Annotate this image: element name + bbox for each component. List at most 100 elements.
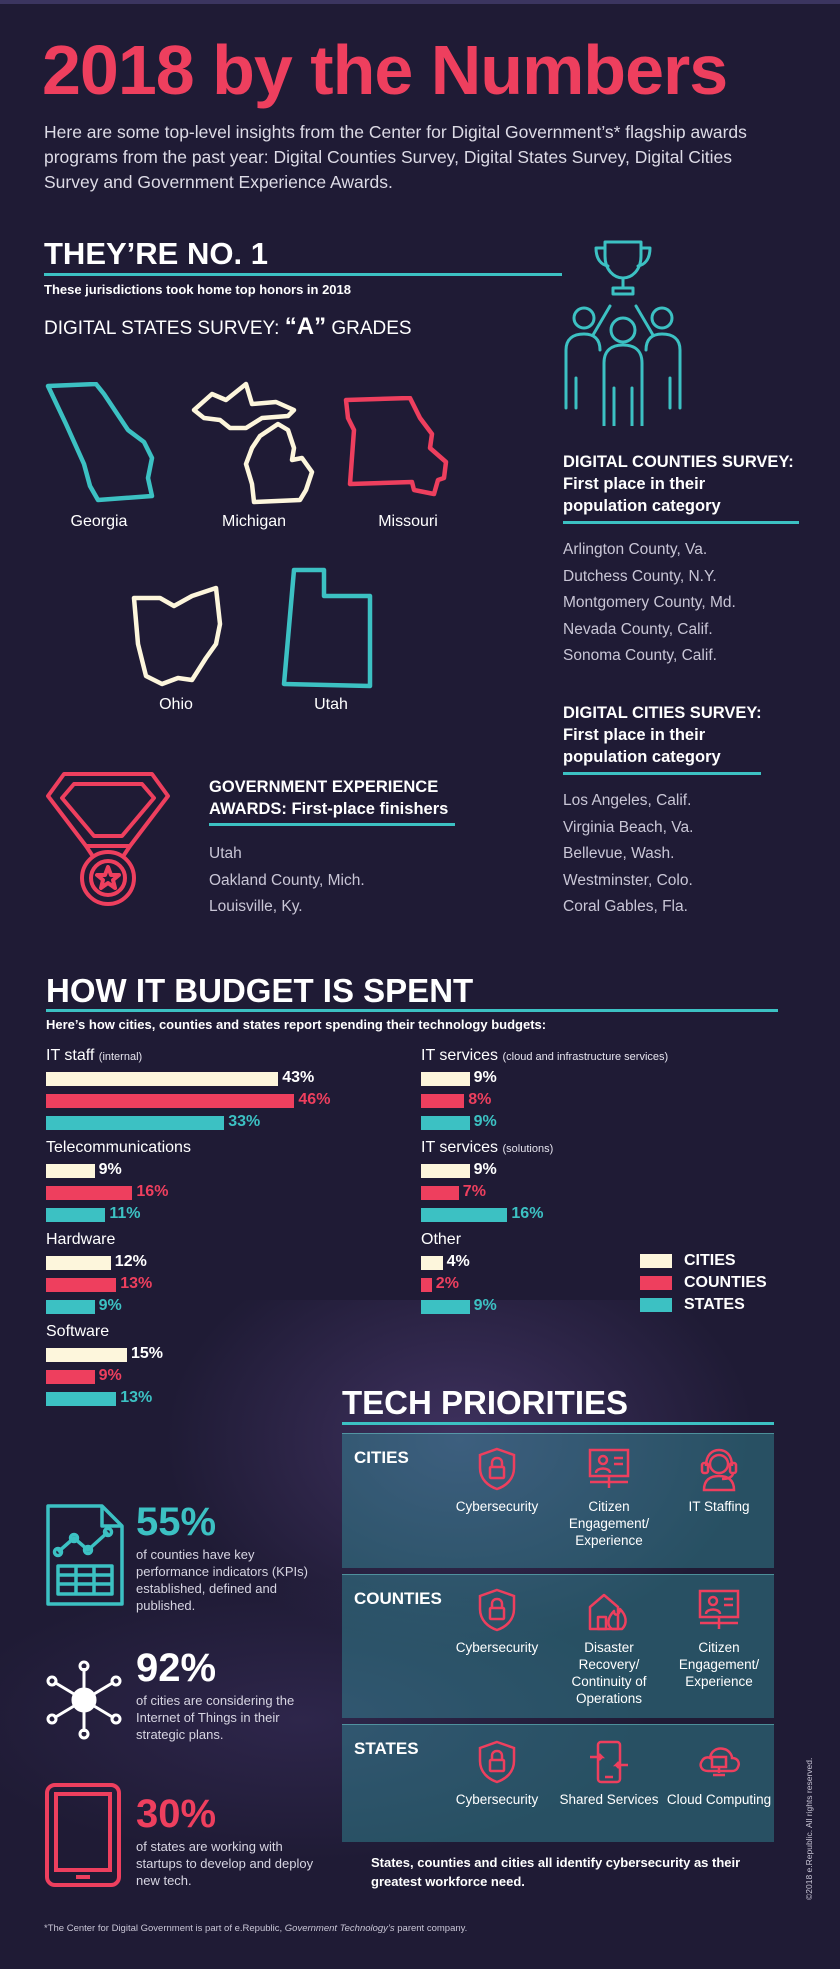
state-label-missouri: Missouri xyxy=(378,513,438,530)
list-item: Arlington County, Va. xyxy=(563,541,708,558)
state-label-ohio: Ohio xyxy=(159,696,193,713)
category-name: IT staff xyxy=(46,1047,95,1064)
state-label-michigan: Michigan xyxy=(221,513,287,530)
gov-exp-title: GOVERNMENT EXPERIENCE AWARDS: First-plac… xyxy=(209,778,449,818)
trophy-team-icon xyxy=(564,240,682,426)
fire-house-icon xyxy=(588,1593,627,1631)
list-item: Louisville, Ky. xyxy=(209,898,303,915)
michigan-map xyxy=(191,381,315,505)
priorities-heading: TECH PRIORITIES xyxy=(342,1384,629,1421)
budget-category-label: IT services (cloud and infrastructure se… xyxy=(421,1047,668,1065)
legend-label-counties: COUNTIES xyxy=(684,1274,767,1291)
cities-list: Los Angeles, Calif. Virginia Beach, Va. … xyxy=(563,788,693,921)
bar-cities xyxy=(421,1164,470,1178)
list-item: Coral Gables, Fla. xyxy=(563,898,688,915)
bar-value-label: 7% xyxy=(462,1183,486,1200)
bar-counties xyxy=(421,1094,465,1108)
bar-states xyxy=(421,1300,470,1314)
priorities-panel-counties: COUNTIES Cybersecurity Disaster Recovery… xyxy=(342,1574,774,1718)
list-item: Montgomery County, Md. xyxy=(563,594,736,611)
intro-text: Here are some top-level insights from th… xyxy=(44,122,747,192)
bar-value-label: 13% xyxy=(120,1275,153,1292)
priority-item: Cybersecurity xyxy=(442,1587,552,1656)
category-name: Telecommunications xyxy=(46,1139,191,1156)
bar-value-label: 8% xyxy=(468,1091,492,1108)
shield-lock-icon xyxy=(478,1740,516,1784)
stat-value: 92% xyxy=(136,1646,217,1690)
stat-text: of cities are considering the Internet o… xyxy=(136,1693,295,1742)
priorities-label-cities: CITIES xyxy=(354,1448,409,1467)
shield-lock-icon xyxy=(478,1588,516,1632)
counties-survey-title: DIGITAL COUNTIES SURVEY: First place in … xyxy=(563,453,794,515)
list-item: Oakland County, Mich. xyxy=(209,871,365,889)
no1-subheading: These jurisdictions took home top honors… xyxy=(44,282,351,297)
network-hub-icon xyxy=(46,1660,122,1740)
list-item: Dutchess County, N.Y. xyxy=(563,567,717,585)
phone-share-icon xyxy=(590,1740,628,1784)
list-item: Virginia Beach, Va. xyxy=(563,818,694,836)
legend-swatch-cities xyxy=(640,1254,672,1268)
bar-states xyxy=(46,1116,225,1130)
budget-category-label: IT staff (internal) xyxy=(46,1047,142,1065)
bar-value-label: 9% xyxy=(473,1161,497,1178)
budget-category-label: Telecommunications xyxy=(46,1139,191,1157)
medal-icon xyxy=(46,772,170,906)
cities-rule xyxy=(563,772,761,775)
page-title: 2018 by the Numbers xyxy=(42,31,728,109)
category-name: IT services xyxy=(421,1047,499,1064)
priority-item: IT Staffing xyxy=(664,1446,774,1515)
budget-heading: HOW IT BUDGET IS SPENT xyxy=(46,972,474,1009)
gov-exp-rule xyxy=(209,823,455,826)
state-label-georgia: Georgia xyxy=(70,513,128,530)
tablet-icon xyxy=(45,1783,121,1887)
bar-cities xyxy=(46,1256,111,1270)
bar-cities xyxy=(46,1348,127,1362)
priorities-label-counties: COUNTIES xyxy=(354,1589,442,1608)
budget-category-label: IT services (solutions) xyxy=(421,1139,553,1157)
presentation-icon xyxy=(588,1448,630,1488)
priority-item: Cybersecurity xyxy=(442,1739,552,1808)
bar-cities xyxy=(46,1164,95,1178)
bar-cities xyxy=(46,1072,279,1086)
ohio-map xyxy=(131,585,223,687)
bar-value-label: 2% xyxy=(435,1275,459,1292)
bar-value-label: 11% xyxy=(109,1205,141,1222)
bar-counties xyxy=(46,1094,295,1108)
category-note: (cloud and infrastructure services) xyxy=(502,1051,669,1063)
cities-survey-title: DIGITAL CITIES SURVEY: First place in th… xyxy=(563,704,762,766)
missouri-map xyxy=(343,396,449,497)
priority-item: Cloud Computing xyxy=(664,1739,774,1808)
legend-swatch-states xyxy=(640,1298,672,1312)
bar-states xyxy=(46,1392,117,1406)
top-border xyxy=(0,0,840,4)
bar-value-label: 46% xyxy=(298,1091,331,1108)
priorities-label-states: STATES xyxy=(354,1739,419,1758)
copyright: ©2018 e.Republic. All rights reserved. xyxy=(804,1757,814,1900)
document-chart-icon xyxy=(46,1504,124,1606)
states-survey-heading: DIGITAL STATES SURVEY: “A” GRADES xyxy=(44,313,412,340)
list-item: Bellevue, Wash. xyxy=(563,845,675,862)
legend-label-cities: CITIES xyxy=(684,1252,736,1269)
headset-icon xyxy=(700,1448,738,1492)
bar-states xyxy=(46,1300,95,1314)
bar-value-label: 9% xyxy=(473,1069,497,1086)
gov-exp-list: Utah Oakland County, Mich. Louisville, K… xyxy=(209,841,365,921)
priority-item: Citizen Engagement/ Experience xyxy=(664,1587,774,1690)
category-note: (internal) xyxy=(98,1051,143,1063)
bar-value-label: 9% xyxy=(98,1161,122,1178)
list-item: Los Angeles, Calif. xyxy=(563,792,692,809)
bar-value-label: 4% xyxy=(446,1253,470,1270)
bar-value-label: 9% xyxy=(98,1367,122,1384)
category-name: IT services xyxy=(421,1139,499,1156)
bar-value-label: 9% xyxy=(98,1297,122,1314)
legend-label-states: STATES xyxy=(684,1296,745,1313)
priorities-panel-cities: CITIES Cybersecurity Citizen Engagement/… xyxy=(342,1433,774,1568)
stat-text: of states are working with startups to d… xyxy=(136,1839,314,1888)
bar-value-label: 12% xyxy=(114,1253,147,1270)
budget-category-label: Hardware xyxy=(46,1231,115,1249)
list-item: Westminster, Colo. xyxy=(563,871,693,889)
legend-swatch-counties xyxy=(640,1276,672,1290)
list-item: Sonoma County, Calif. xyxy=(563,647,717,664)
no1-heading: THEY’RE NO. 1 xyxy=(44,236,268,271)
stat-value: 55% xyxy=(136,1500,217,1544)
